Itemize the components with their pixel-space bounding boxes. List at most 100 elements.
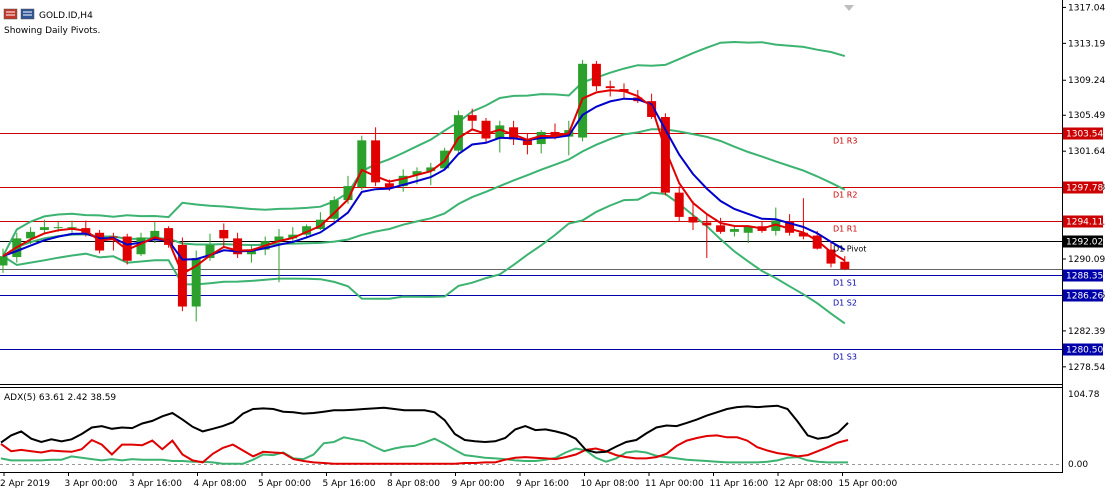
candle-body — [481, 120, 491, 139]
price-tags-layer: 1303.54 1297.78 1294.11 1292.02 1288.35 1286.… — [1063, 127, 1103, 356]
time-tick-label: 4 Apr 08:00 — [194, 479, 247, 489]
candle-body — [826, 249, 836, 264]
candle-body — [343, 186, 353, 201]
candle-body — [550, 131, 560, 137]
candle-body — [26, 231, 36, 239]
time-tick-label: 2 Apr 2019 — [0, 479, 50, 489]
price-tag — [1063, 181, 1103, 194]
bollinger-upper-line — [2, 40, 846, 257]
candle-body — [288, 234, 298, 239]
candle-body — [274, 236, 284, 242]
candle-body — [384, 183, 394, 188]
candle-body — [177, 244, 187, 307]
chart-shift-marker-icon[interactable] — [844, 5, 854, 11]
price-tag-value: 1294.11 — [1066, 218, 1103, 228]
time-tick-label: 8 Apr 08:00 — [387, 479, 440, 489]
moving-averages-layer — [2, 89, 846, 276]
adx-di-plus-line — [0, 436, 848, 465]
candle-body — [219, 229, 229, 239]
candle-body — [702, 222, 712, 226]
time-tick-label: 9 Apr 16:00 — [516, 479, 569, 489]
candle-body — [398, 175, 408, 187]
time-tick-label: 3 Apr 16:00 — [129, 479, 182, 489]
ma-fast-line — [2, 89, 846, 276]
symbol-icon — [3, 8, 35, 20]
candle-body — [453, 115, 463, 151]
candle-body — [164, 228, 174, 245]
time-tick-label: 11 Apr 16:00 — [710, 479, 769, 489]
price-tick-label: 1317.04 — [1068, 3, 1105, 13]
pivots-note: Showing Daily Pivots. — [4, 26, 100, 36]
candle-body — [674, 192, 684, 217]
time-tick-label: 5 Apr 00:00 — [258, 479, 311, 489]
candle-body — [95, 232, 105, 251]
candle-body — [315, 219, 325, 230]
candle-body — [108, 236, 118, 238]
adx-main-line — [0, 404, 849, 454]
price-tag — [1063, 215, 1103, 228]
price-tag — [1063, 289, 1103, 302]
adx-di-minus-line — [0, 434, 849, 465]
pivot-level-label: D1 S2 — [833, 299, 857, 308]
adx-axis-top-label: 104.78 — [1068, 390, 1100, 400]
candle-body — [840, 261, 850, 270]
candle-body — [771, 220, 781, 231]
candle-body — [522, 140, 532, 146]
candle-body — [688, 216, 698, 223]
candle-body — [743, 226, 753, 233]
price-tag — [1063, 127, 1103, 140]
pivot-level-label: D1 Pivot — [833, 245, 866, 254]
symbol-label: GOLD.ID,H4 — [39, 11, 93, 21]
pivot-level-label: D1 R1 — [833, 225, 857, 234]
price-tick-label: 1305.49 — [1068, 111, 1105, 121]
pivot-level-label: D1 R3 — [833, 137, 857, 146]
candle-body — [371, 140, 381, 183]
candle-body — [785, 221, 795, 233]
price-tag — [1063, 269, 1103, 282]
adx-indicator-layer — [0, 404, 1062, 465]
time-tick-label: 12 Apr 08:00 — [774, 479, 833, 489]
candle-body — [729, 229, 739, 232]
candle-body — [53, 227, 63, 229]
price-tag-value: 1297.78 — [1066, 184, 1103, 194]
price-tick-label: 1301.64 — [1068, 147, 1105, 157]
time-tick-label: 3 Apr 00:00 — [65, 479, 118, 489]
pivot-level-label: D1 S1 — [833, 279, 857, 288]
time-tick-label: 11 Apr 00:00 — [645, 479, 704, 489]
candle-body — [605, 86, 615, 89]
price-tick-label: 1309.24 — [1068, 76, 1105, 86]
candle-body — [233, 238, 243, 255]
time-axis: 2 Apr 2019 3 Apr 00:00 3 Apr 16:00 4 Apr 08… — [0, 472, 897, 489]
candle-body — [660, 117, 670, 193]
candle-body — [357, 140, 367, 188]
candle-body — [467, 115, 477, 121]
candle-body — [509, 127, 519, 140]
candle-body — [812, 235, 822, 249]
candle-body — [412, 171, 422, 175]
adx-label: ADX(5) 63.61 2.42 38.59 — [4, 393, 116, 403]
pivot-level-label: D1 S3 — [833, 353, 857, 362]
candle-body — [246, 249, 256, 255]
candle-body — [39, 227, 49, 230]
price-tag-value: 1280.50 — [1066, 346, 1103, 356]
price-tick-label: 1278.54 — [1068, 363, 1105, 373]
time-tick-label: 9 Apr 00:00 — [452, 479, 505, 489]
price-tag — [1063, 343, 1103, 356]
price-tag-value: 1292.02 — [1066, 238, 1103, 248]
price-tag-value: 1286.26 — [1066, 292, 1103, 302]
time-tick-label: 10 Apr 08:00 — [581, 479, 640, 489]
time-tick-label: 5 Apr 16:00 — [323, 479, 376, 489]
candle-body — [67, 227, 77, 229]
candle-body — [495, 125, 505, 139]
candle-body — [329, 200, 339, 219]
adx-axis-bottom-label: 0.00 — [1068, 460, 1088, 470]
price-tag-value: 1303.54 — [1066, 130, 1103, 140]
candle-body — [205, 244, 215, 258]
pivot-level-label: D1 R2 — [833, 191, 857, 200]
price-tag — [1063, 235, 1103, 248]
price-tick-label: 1313.19 — [1068, 39, 1105, 49]
candle-body — [0, 256, 8, 266]
candle-body — [191, 257, 201, 307]
